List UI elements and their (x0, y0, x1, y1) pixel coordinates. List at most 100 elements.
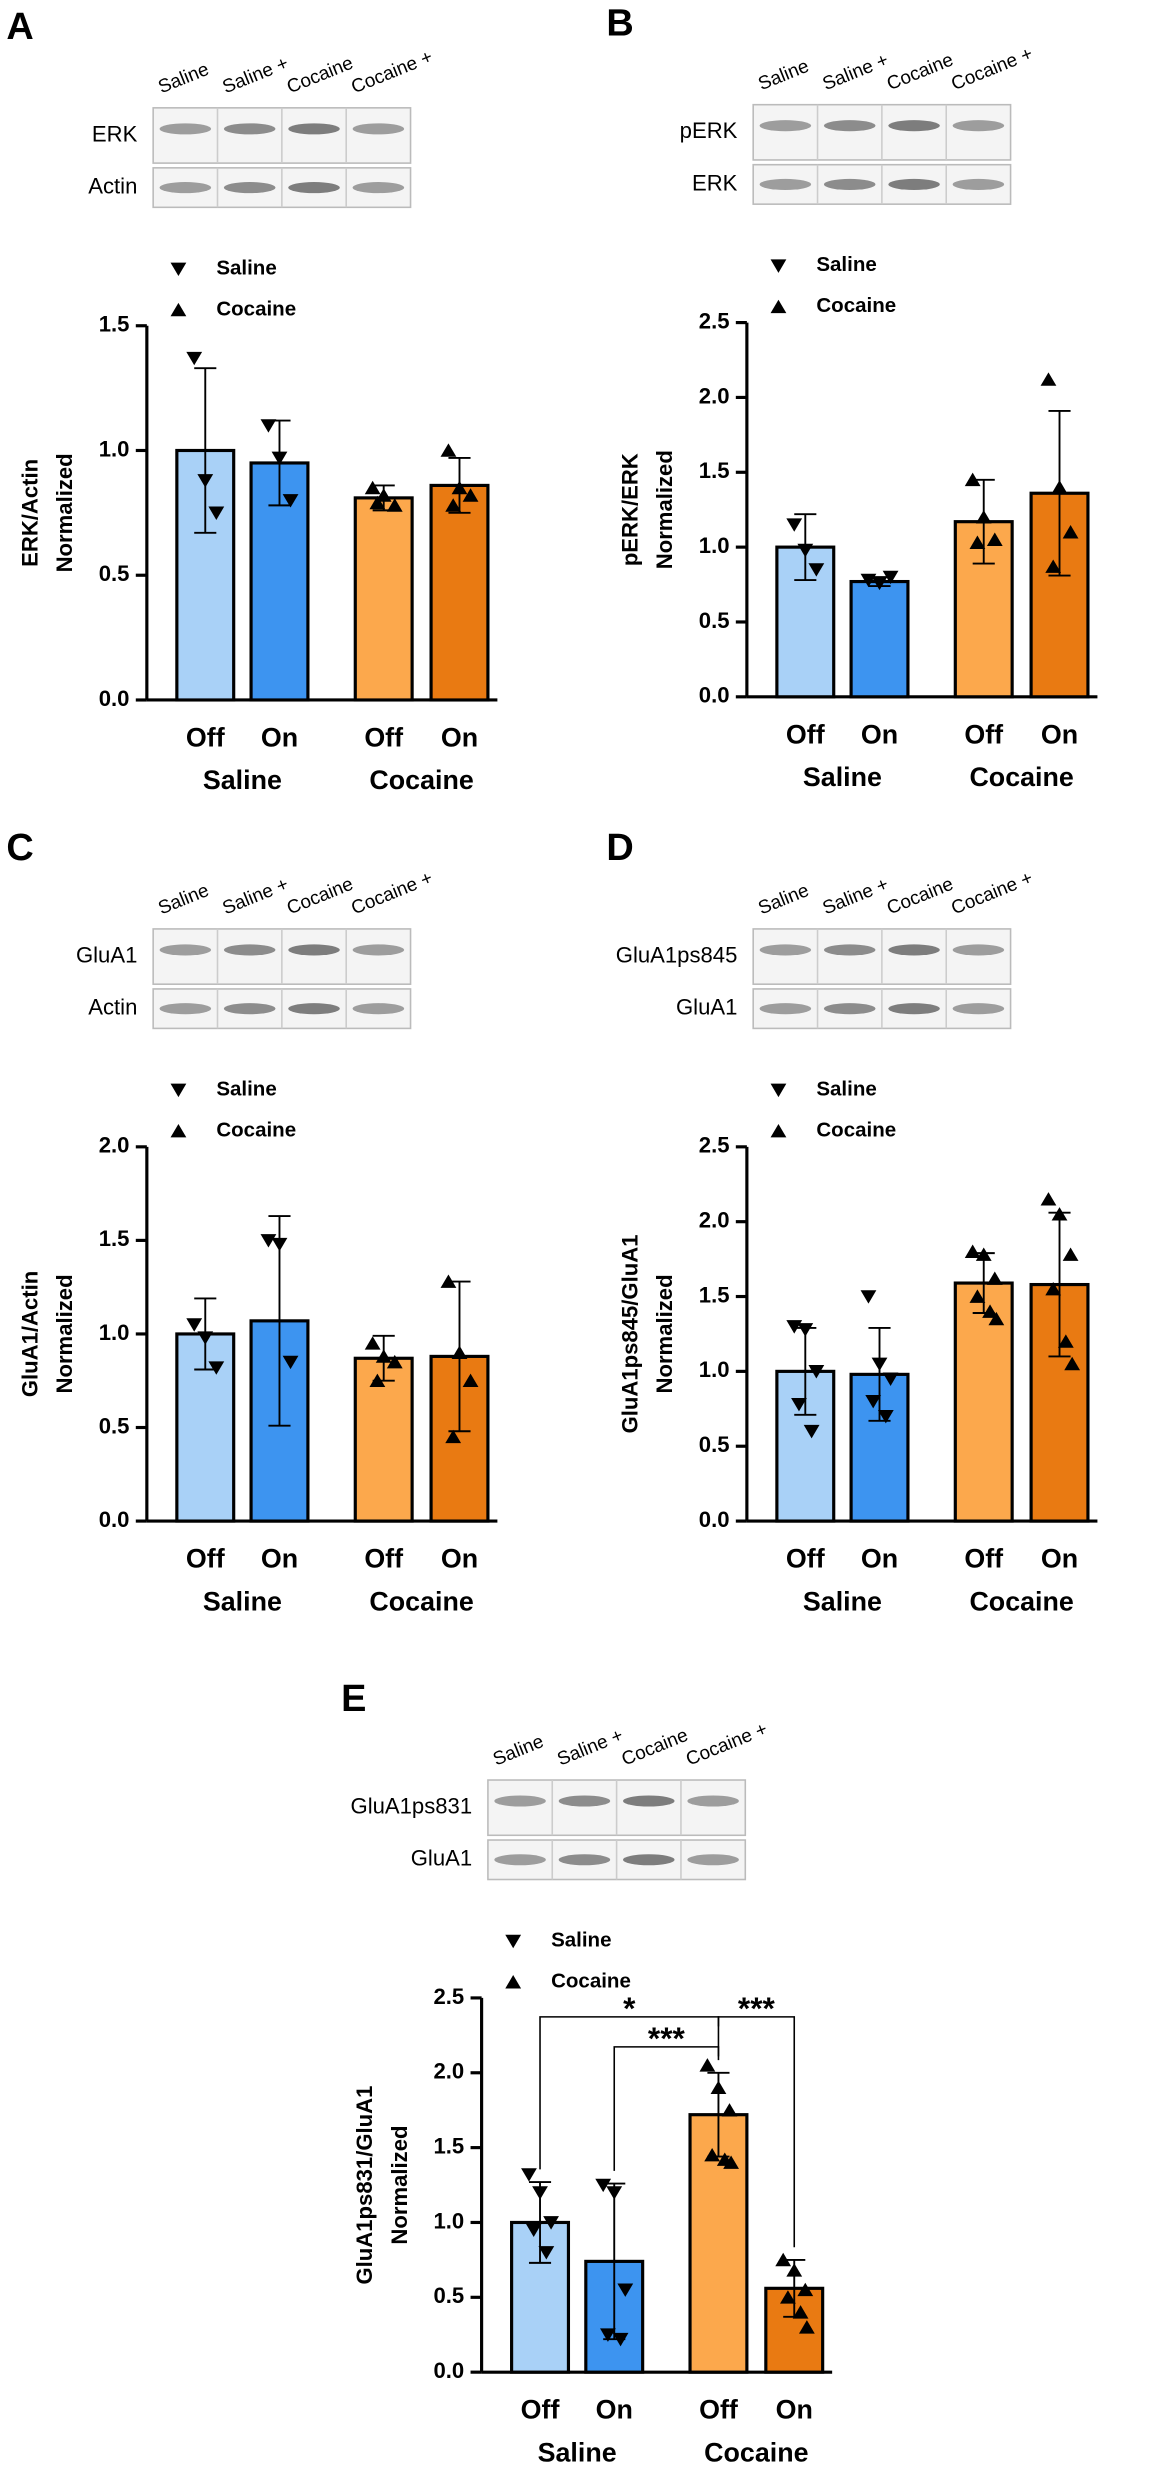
legend-marker (770, 299, 787, 314)
data-point (369, 495, 386, 510)
blot-row-label: GluA1ps831 (351, 1794, 473, 1819)
data-point (600, 2328, 616, 2342)
band (494, 1795, 546, 1807)
significance-label: *** (738, 1990, 776, 2026)
band (558, 1854, 611, 1866)
x-tick-label: Off (521, 2395, 560, 2425)
band (288, 1003, 340, 1015)
y-tick-label: 1.0 (699, 1357, 730, 1382)
data-point (1051, 480, 1068, 494)
band (759, 944, 812, 956)
band (288, 182, 340, 194)
band (623, 1795, 675, 1807)
blot-row-label: GluA1 (76, 942, 137, 967)
band (823, 1003, 876, 1015)
band (952, 178, 1005, 190)
band (223, 182, 276, 194)
blot-row-label: Actin (88, 995, 137, 1020)
bar (849, 579, 910, 699)
lane-label: Cocaine + (683, 1719, 770, 1771)
y-tick-label: 0.5 (699, 1432, 730, 1457)
data-point (595, 2178, 612, 2193)
data-point (865, 1394, 882, 1409)
legend-label: Saline (816, 253, 876, 276)
group-label: Cocaine (369, 1586, 473, 1616)
data-point (871, 576, 888, 591)
y-tick-label: 1.5 (99, 1226, 130, 1251)
lane-label: Saline + (820, 874, 892, 919)
data-point (723, 2155, 739, 2169)
data-point (975, 1247, 992, 1261)
data-point (982, 1304, 998, 1318)
data-point (882, 570, 899, 585)
x-tick-label: Off (786, 1544, 825, 1574)
y-tick-label: 0.5 (99, 561, 130, 586)
legend-marker (170, 302, 187, 317)
data-point (797, 2282, 814, 2297)
data-point (445, 1429, 462, 1444)
data-point (808, 1365, 825, 1379)
legend-marker (505, 1975, 522, 1989)
panel-letter: A (6, 6, 33, 48)
blot-row-label: pERK (680, 118, 738, 143)
y-tick-label: 0.0 (99, 686, 130, 711)
group-label: Cocaine (704, 2437, 808, 2467)
y-tick-label: 2.0 (699, 1208, 730, 1233)
lane-label: Saline (755, 56, 812, 95)
blot-row-label: GluA1 (676, 995, 737, 1020)
y-axis-label: GluA1ps845/GluA1 (617, 1234, 642, 1433)
y-tick-label: 0.0 (434, 2358, 465, 2383)
y-tick-label: 2.0 (99, 1133, 130, 1158)
lane-label: Cocaine + (348, 868, 435, 920)
y-tick-label: 1.5 (699, 458, 730, 483)
y-axis-label: GluA1ps831/GluA1 (352, 2086, 377, 2285)
band (352, 1003, 405, 1015)
band (823, 120, 876, 132)
group-label: Cocaine (369, 765, 473, 795)
data-point (364, 480, 381, 495)
data-point (704, 2147, 721, 2162)
legend-label: Saline (216, 256, 276, 279)
legend-label: Cocaine (216, 1118, 296, 1141)
y-tick-label: 1.0 (434, 2208, 465, 2233)
data-point (1057, 1334, 1074, 1348)
data-point (532, 2186, 548, 2200)
legend-label: Cocaine (216, 297, 296, 320)
data-point (877, 1409, 894, 1424)
data-point (282, 1355, 299, 1370)
group-label: Cocaine (969, 1586, 1073, 1616)
band (888, 944, 940, 956)
y-tick-label: 2.5 (699, 308, 730, 333)
lane-label: Cocaine (884, 50, 956, 96)
lane-label: Cocaine (884, 874, 956, 920)
data-point (271, 451, 288, 466)
data-point (964, 1244, 981, 1258)
lane-label: Cocaine (619, 1725, 691, 1771)
band (352, 182, 405, 194)
band (159, 123, 212, 135)
x-tick-label: On (261, 1544, 298, 1574)
y-axis-label: GluA1/Actin (17, 1271, 42, 1397)
significance-bracket (717, 2016, 796, 2248)
lane-label: Saline + (220, 874, 292, 919)
band (759, 120, 812, 132)
data-point (364, 1336, 381, 1350)
data-point (1051, 1207, 1068, 1221)
y-axis-label: ERK/Actin (17, 459, 42, 567)
data-point (775, 2252, 792, 2267)
data-point (1040, 1192, 1057, 1206)
data-point (451, 480, 468, 495)
band (952, 1003, 1005, 1015)
data-point (986, 1271, 1003, 1285)
data-point (197, 474, 214, 488)
data-point (543, 2216, 559, 2230)
data-point (808, 563, 825, 577)
data-point (197, 1331, 214, 1345)
x-tick-label: On (861, 719, 898, 749)
band (687, 1795, 739, 1807)
bar (775, 1369, 836, 1523)
x-tick-label: Off (364, 723, 403, 753)
